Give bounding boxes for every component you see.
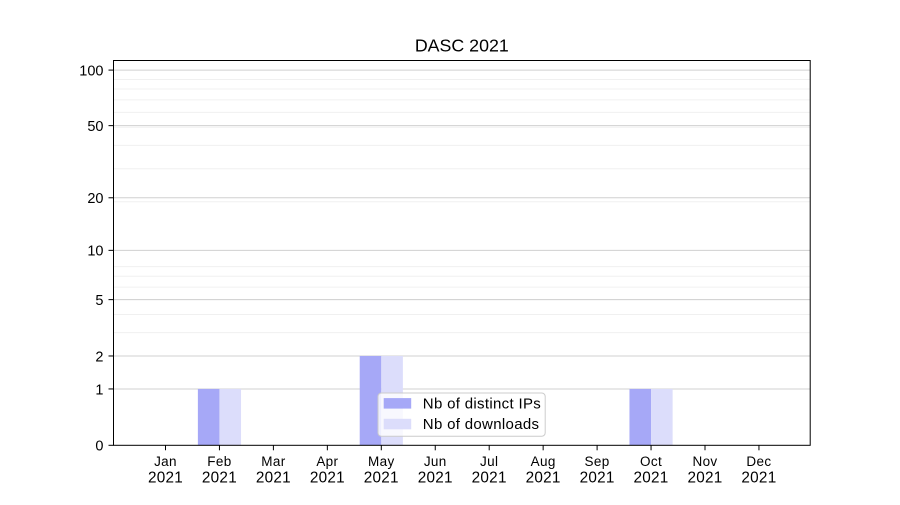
svg-text:2021: 2021 <box>687 469 722 486</box>
svg-text:1: 1 <box>95 382 103 398</box>
svg-text:5: 5 <box>95 293 103 309</box>
svg-text:2021: 2021 <box>364 469 399 486</box>
svg-text:2: 2 <box>95 349 103 365</box>
svg-text:Mar: Mar <box>261 454 285 469</box>
svg-text:DASC 2021: DASC 2021 <box>415 35 509 55</box>
svg-text:May: May <box>368 454 395 469</box>
svg-text:2021: 2021 <box>310 469 345 486</box>
svg-text:2021: 2021 <box>580 469 615 486</box>
svg-text:Jan: Jan <box>154 454 177 469</box>
svg-text:Jun: Jun <box>424 454 447 469</box>
svg-text:Nov: Nov <box>692 454 717 469</box>
svg-text:2021: 2021 <box>741 469 776 486</box>
svg-text:Nb of downloads: Nb of downloads <box>423 416 540 433</box>
svg-text:Apr: Apr <box>316 454 338 469</box>
svg-text:2021: 2021 <box>634 469 669 486</box>
svg-text:2021: 2021 <box>418 469 453 486</box>
svg-text:50: 50 <box>87 119 103 135</box>
svg-text:20: 20 <box>87 191 103 207</box>
svg-text:10: 10 <box>87 244 103 260</box>
svg-text:Oct: Oct <box>640 454 662 469</box>
svg-text:Sep: Sep <box>585 454 610 469</box>
svg-text:Dec: Dec <box>746 454 771 469</box>
svg-text:Aug: Aug <box>531 454 556 469</box>
svg-text:2021: 2021 <box>526 469 561 486</box>
svg-text:2021: 2021 <box>202 469 237 486</box>
svg-text:0: 0 <box>95 439 103 455</box>
svg-text:Nb of distinct IPs: Nb of distinct IPs <box>423 395 541 412</box>
svg-text:2021: 2021 <box>256 469 291 486</box>
svg-text:Feb: Feb <box>207 454 231 469</box>
svg-text:Jul: Jul <box>480 454 498 469</box>
svg-text:100: 100 <box>79 63 103 79</box>
svg-text:2021: 2021 <box>472 469 507 486</box>
svg-text:2021: 2021 <box>148 469 183 486</box>
